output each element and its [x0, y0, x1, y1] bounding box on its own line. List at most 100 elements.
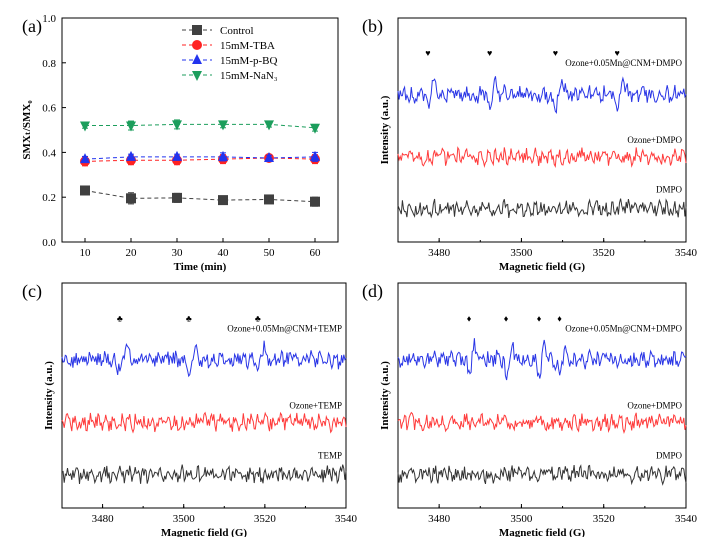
peak-marker: ♣: [255, 314, 261, 324]
x-tick-label: 3500: [510, 513, 533, 525]
series-label: TEMP: [318, 450, 342, 460]
data-point: [126, 121, 136, 132]
x-axis-title: Magnetic field (G): [499, 261, 585, 273]
series-15mm-tba: [80, 153, 320, 167]
y-tick-label: 0.8: [42, 58, 56, 70]
panel-label: (c): [22, 281, 42, 302]
peak-marker: ♥: [553, 48, 558, 58]
x-tick-label: 3480: [428, 513, 451, 525]
x-tick-label: 60: [310, 247, 322, 259]
y-tick-label: 0.0: [42, 237, 56, 249]
panel-label: (b): [362, 16, 383, 37]
series-15mm-p-bq: [80, 150, 320, 164]
data-point: [126, 150, 136, 161]
data-point: [218, 150, 228, 161]
data-point: [264, 152, 274, 162]
series-label: Ozone+TEMP: [289, 401, 342, 411]
legend-entry: 15mM-TBA: [220, 40, 275, 52]
legend-marker: [192, 25, 202, 35]
data-point: [264, 194, 274, 205]
legend-entry: 15mM-NaN₃: [220, 70, 278, 82]
y-tick-label: 0.4: [42, 147, 56, 159]
x-tick-label: 3480: [92, 513, 115, 525]
series-dmpo: DMPO: [397, 450, 687, 486]
series-ozone-0.05mn@cnm-dmpo: ♦ ♦ ♦ ♦Ozone+0.05Mn@CNM+DMPO: [397, 314, 687, 381]
x-axis-title: Time (min): [174, 261, 227, 273]
spectrum-line: [397, 411, 687, 435]
series-temp: TEMP: [61, 450, 347, 485]
data-point: [218, 120, 228, 131]
data-point: [172, 150, 182, 161]
legend-entry: 15mM-p-BQ: [220, 55, 278, 67]
y-tick-label: 1.0: [42, 13, 56, 25]
plot-frame: [61, 17, 339, 243]
data-point: [172, 120, 182, 131]
series-label: DMPO: [656, 450, 683, 460]
spectrum-line: [61, 464, 347, 485]
peak-marker: ♦: [504, 314, 509, 324]
series-dmpo: DMPO: [397, 184, 687, 219]
data-point: [172, 192, 182, 203]
series-label: Ozone+0.05Mn@CNM+TEMP: [227, 324, 342, 334]
spectrum-line: [61, 340, 347, 378]
series-ozone-dmpo: Ozone+DMPO: [397, 401, 687, 435]
x-tick-label: 3500: [173, 513, 196, 525]
series-label: Ozone+DMPO: [627, 401, 682, 411]
y-tick-label: 0.2: [42, 192, 56, 204]
x-axis-title: Magnetic field (G): [161, 527, 247, 537]
peak-marker: ♥: [425, 48, 430, 58]
spectrum-line: [397, 76, 687, 114]
chart-panel-c: 3480 3500 3520 3540 Magnetic field (G) Intens…: [43, 282, 358, 537]
x-tick-label: 3540: [675, 513, 698, 525]
y-axis-title: Intensity (a.u.): [379, 95, 391, 164]
plot-frame: [397, 282, 687, 509]
peak-marker: ♦: [467, 314, 472, 324]
x-axis-title: Magnetic field (G): [499, 527, 585, 537]
series-line: [85, 123, 316, 129]
data-point: [80, 153, 90, 164]
series-label: Ozone+0.05Mn@CNM+DMPO: [565, 324, 682, 334]
peak-marker: ♦: [557, 314, 562, 324]
chart-panel-d: 3480 3500 3520 3540 Magnetic field (G) Intens…: [379, 282, 698, 537]
data-point: [80, 121, 90, 132]
spectrum-line: [397, 198, 687, 219]
series-ozone-0.05mn@cnm-temp: ♣ ♣ ♣Ozone+0.05Mn@CNM+TEMP: [61, 314, 347, 378]
series-line: [84, 156, 316, 160]
x-tick-label: 10: [80, 247, 92, 259]
spectrum-line: [397, 338, 687, 381]
y-axis-title: Intensity (a.u.): [43, 361, 55, 430]
data-point: [218, 195, 228, 206]
data-point: [310, 196, 320, 207]
x-tick-label: 20: [126, 247, 138, 259]
legend-marker: [192, 40, 202, 50]
peak-marker: ♥: [614, 48, 619, 58]
x-tick-label: 3500: [510, 247, 533, 259]
peak-marker: ♣: [117, 314, 123, 324]
series-line: [84, 189, 316, 203]
legend: Control 15mM-TBA 15mM-p-BQ 15mM-NaN₃: [182, 25, 278, 82]
y-axis-title: Intensity (a.u.): [379, 361, 391, 430]
data-point: [310, 123, 320, 134]
series-label: Ozone+DMPO: [627, 135, 682, 145]
x-tick-label: 3520: [593, 247, 616, 259]
legend-marker: [192, 71, 202, 81]
series-ozone-temp: Ozone+TEMP: [61, 401, 347, 434]
legend-entry: Control: [220, 25, 254, 37]
spectrum-line: [397, 464, 687, 486]
x-tick-label: 30: [172, 247, 184, 259]
panel-label: (d): [362, 281, 383, 302]
y-tick-label: 0.6: [42, 103, 56, 115]
plot-frame: [61, 282, 347, 509]
peak-marker: ♥: [487, 48, 492, 58]
x-tick-label: 50: [264, 247, 276, 259]
series-ozone-0.05mn@cnm-dmpo: ♥ ♥ ♥ ♥Ozone+0.05Mn@CNM+DMPO: [397, 48, 687, 114]
legend-marker: [192, 54, 202, 64]
x-tick-label: 3480: [428, 247, 451, 259]
data-point: [80, 185, 90, 196]
x-tick-label: 3540: [335, 513, 358, 525]
chart-panel-a: 10 20 30 40 50 60 0.0 0.2 0.4 0.6 0.8 1.0 Time (min)…: [21, 13, 339, 273]
y-axis-title: SMXₜ/SMX₀: [21, 100, 33, 160]
chart-panel-b: 3480 3500 3520 3540 Magnetic field (G) Intens…: [379, 17, 698, 273]
data-point: [310, 150, 320, 161]
